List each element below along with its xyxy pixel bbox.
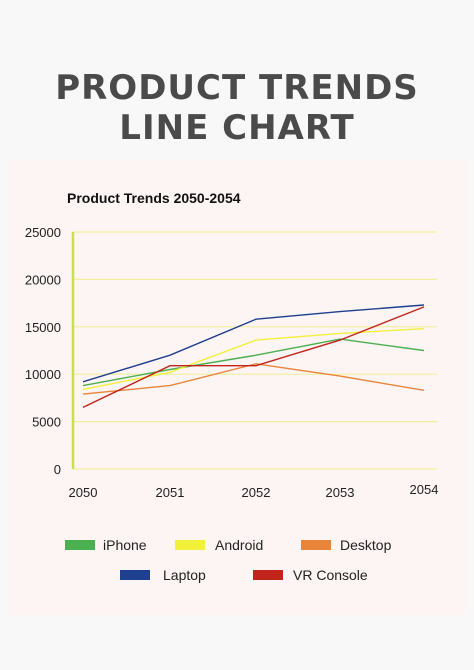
x-tick-label: 2051 [156,485,185,500]
legend-label: iPhone [103,537,147,553]
x-axis-labels: 2050 2051 2052 2053 2054 [69,482,439,500]
y-tick-label: 5000 [32,415,61,430]
legend-label: Android [215,537,263,553]
y-tick-label: 25000 [25,225,61,240]
y-axis-labels: 0 5000 10000 15000 20000 25000 [25,225,61,477]
legend-swatch [301,540,331,550]
legend-label: Laptop [163,567,206,583]
y-tick-label: 15000 [25,320,61,335]
series-line-android [82,328,425,391]
chart-panel [8,160,466,615]
poster-title-line1: PRODUCT TRENDS [55,68,419,108]
poster-title: PRODUCT TRENDS LINE CHART [0,68,474,148]
legend: iPhone Android Desktop Laptop VR Console [65,537,392,583]
series-line-iphone [82,338,425,387]
y-tick-label: 10000 [25,367,61,382]
poster-title-line2: LINE CHART [119,108,355,148]
legend-item: iPhone [65,537,147,553]
legend-item: VR Console [253,567,368,583]
legend-label: VR Console [293,567,368,583]
series-line-vr-console [82,306,425,409]
legend-label: Desktop [340,537,392,553]
legend-swatch [120,570,150,580]
x-tick-label: 2054 [410,482,439,497]
series-line-laptop [82,304,425,383]
chart-title: Product Trends 2050-2054 [67,190,241,206]
x-tick-label: 2050 [69,485,98,500]
legend-swatch [175,540,205,550]
x-tick-label: 2052 [242,485,271,500]
series-lines [82,304,425,409]
legend-item: Android [175,537,263,553]
legend-swatch [65,540,95,550]
grid [71,231,437,470]
y-tick-label: 20000 [25,272,61,287]
legend-swatch [253,570,283,580]
x-tick-label: 2053 [326,485,355,500]
legend-item: Laptop [120,567,206,583]
series-line-desktop [82,363,425,395]
y-tick-label: 0 [54,462,61,477]
legend-item: Desktop [301,537,392,553]
